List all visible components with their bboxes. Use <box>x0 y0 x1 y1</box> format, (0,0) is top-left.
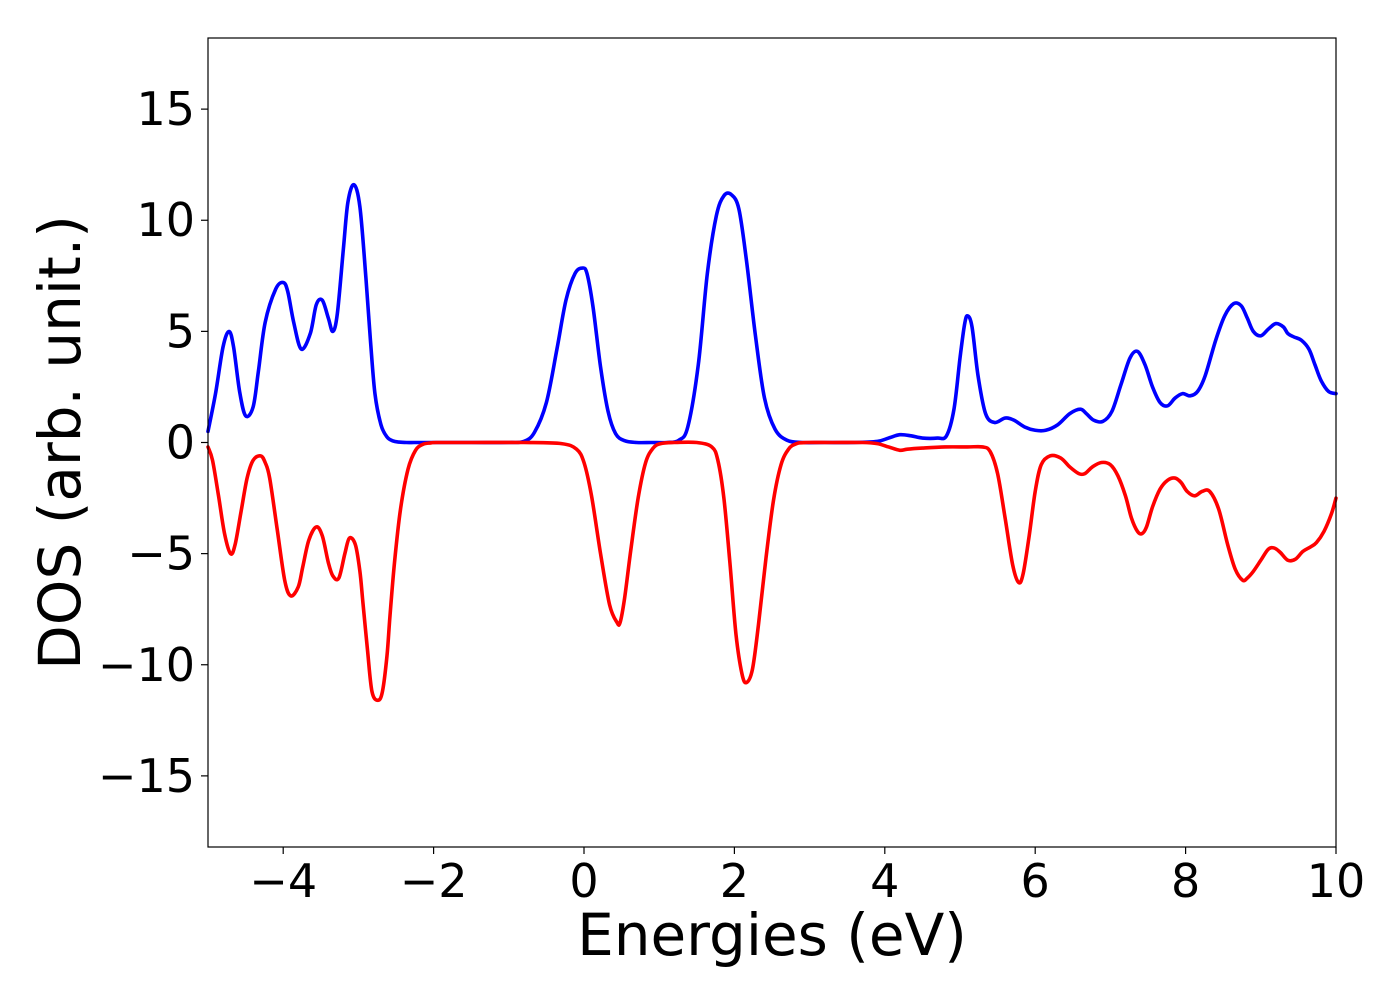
x-tick-label: 6 <box>1021 854 1050 908</box>
x-tick-label: 2 <box>720 854 749 908</box>
y-axis-label: DOS (arb. unit.) <box>26 215 94 670</box>
x-tick-label: −2 <box>400 854 468 908</box>
x-tick-label: 4 <box>870 854 899 908</box>
x-tick-label: 0 <box>569 854 598 908</box>
y-axis-ticks: −15 −10 −5 0 5 10 15 <box>98 82 208 803</box>
y-tick-label: 10 <box>136 193 195 247</box>
y-tick-label: −5 <box>127 527 195 581</box>
y-tick-label: 5 <box>166 304 195 358</box>
x-tick-label: 8 <box>1171 854 1200 908</box>
y-tick-label: 15 <box>136 82 195 136</box>
y-tick-label: −10 <box>98 638 195 692</box>
x-axis-label: Energies (eV) <box>577 901 967 969</box>
y-tick-label: 0 <box>166 416 195 470</box>
series-line-1 <box>206 182 1338 445</box>
series-line-2 <box>206 440 1338 703</box>
x-tick-label: 10 <box>1307 854 1366 908</box>
y-tick-label: −15 <box>98 749 195 803</box>
x-axis-ticks: −4 −2 0 2 4 6 8 10 <box>249 847 1365 908</box>
x-tick-label: −4 <box>249 854 317 908</box>
series-layer <box>206 182 1338 703</box>
